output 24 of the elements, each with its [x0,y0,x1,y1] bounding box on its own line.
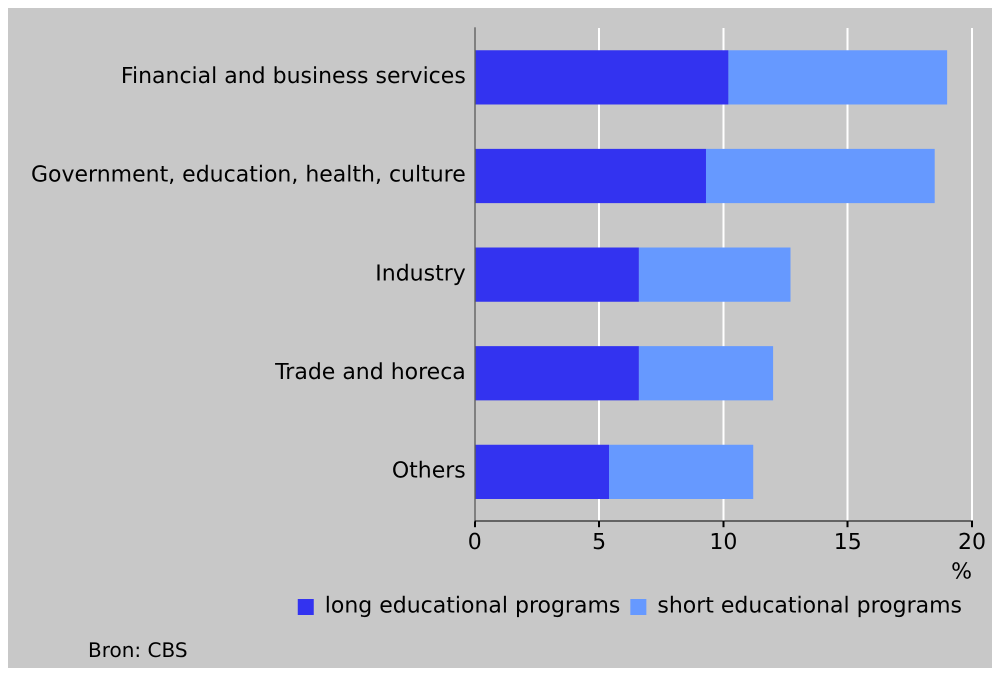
bar [476,247,639,302]
legend-label: long educational programs [324,594,620,619]
y-tick-label: Others [392,458,466,484]
x-tick-label: 0 [468,530,482,556]
legend-label: short educational programs [657,594,962,619]
x-axis-title: % [951,560,972,585]
y-tick-label: Industry [375,261,466,286]
bar [728,50,948,104]
y-tick-label: Government, education, health, culture [31,162,466,188]
bar [476,148,706,204]
x-tick-label: 15 [834,530,862,556]
bar [706,148,935,204]
x-tick-label: 5 [592,530,606,556]
bar [476,50,728,104]
bar [476,346,639,400]
bar [609,444,754,500]
x-tick-label: 10 [709,530,738,556]
bar [476,444,610,500]
y-tick-label: Trade and horeca [274,360,466,385]
y-tick-label: Financial and business services [120,64,466,90]
bar [638,346,774,400]
bar [638,247,791,302]
text: Bron: CBS [88,638,188,662]
x-tick-label: 20 [958,530,986,556]
